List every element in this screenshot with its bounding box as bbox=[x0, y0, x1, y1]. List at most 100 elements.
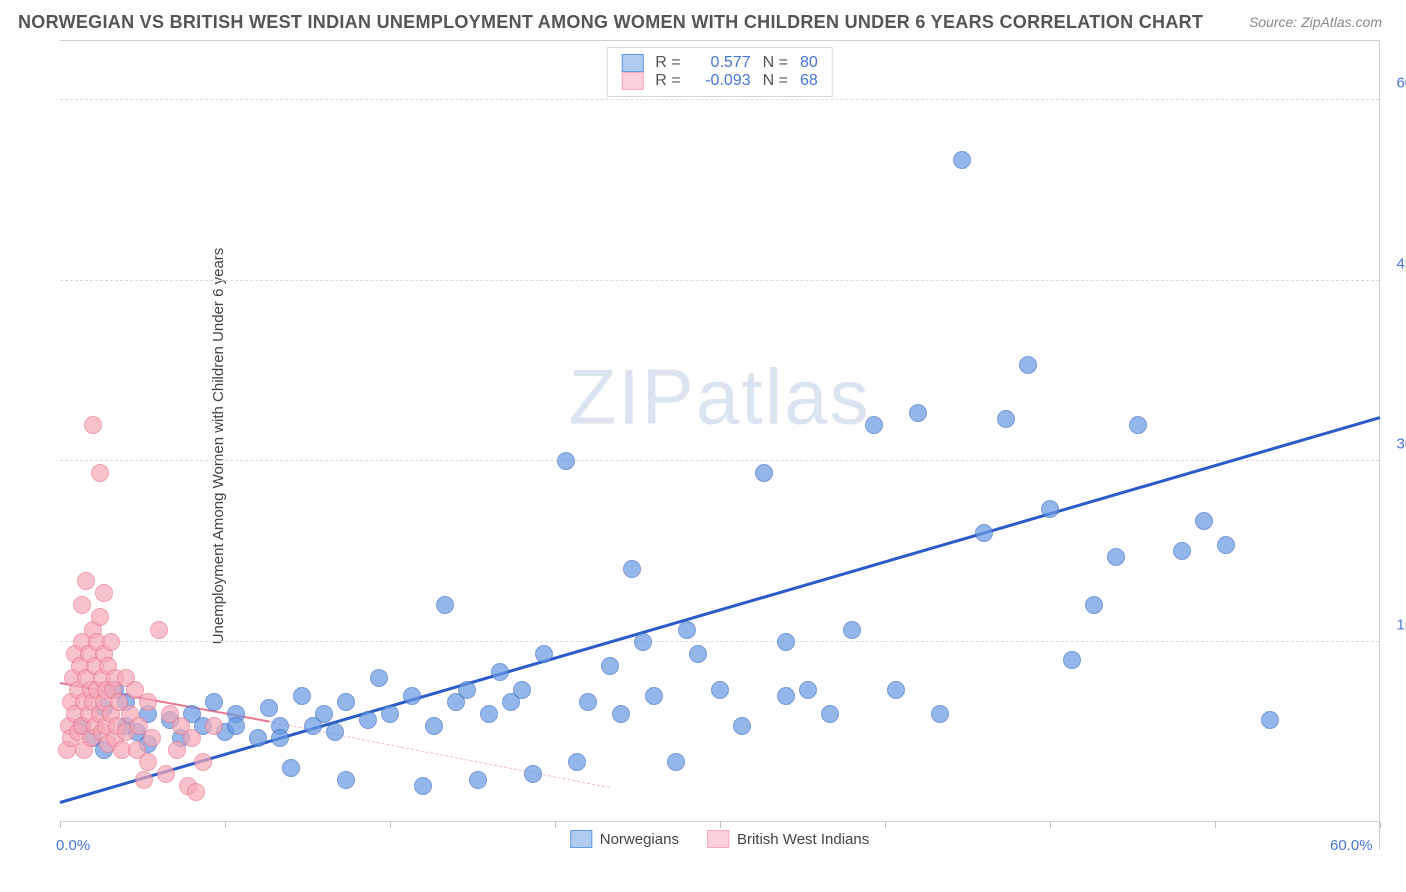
data-point bbox=[150, 621, 168, 639]
data-point bbox=[282, 759, 300, 777]
legend-swatch bbox=[621, 54, 643, 72]
data-point bbox=[1261, 711, 1279, 729]
legend-row: R =0.577N =80 bbox=[621, 54, 817, 72]
data-point bbox=[601, 657, 619, 675]
data-point bbox=[1173, 542, 1191, 560]
x-tick bbox=[60, 822, 61, 828]
legend-item: British West Indians bbox=[707, 830, 869, 848]
data-point bbox=[1195, 512, 1213, 530]
data-point bbox=[777, 633, 795, 651]
data-point bbox=[953, 151, 971, 169]
x-tick bbox=[1380, 822, 1381, 828]
legend-label: British West Indians bbox=[737, 831, 869, 848]
x-tick bbox=[885, 822, 886, 828]
data-point bbox=[139, 753, 157, 771]
data-point bbox=[997, 410, 1015, 428]
y-tick-label: 45.0% bbox=[1396, 255, 1406, 272]
data-point bbox=[579, 693, 597, 711]
data-point bbox=[139, 693, 157, 711]
data-point bbox=[205, 717, 223, 735]
data-point bbox=[135, 771, 153, 789]
data-point bbox=[1019, 356, 1037, 374]
data-point bbox=[414, 777, 432, 795]
data-point bbox=[194, 753, 212, 771]
data-point bbox=[777, 687, 795, 705]
data-point bbox=[887, 681, 905, 699]
data-point bbox=[645, 687, 663, 705]
data-point bbox=[77, 572, 95, 590]
plot-region bbox=[60, 41, 1379, 822]
data-point bbox=[227, 717, 245, 735]
n-label: N = bbox=[763, 72, 788, 90]
data-point bbox=[1129, 416, 1147, 434]
data-point bbox=[337, 693, 355, 711]
data-point bbox=[168, 741, 186, 759]
data-point bbox=[678, 621, 696, 639]
data-point bbox=[1085, 596, 1103, 614]
data-point bbox=[1063, 651, 1081, 669]
data-point bbox=[183, 729, 201, 747]
data-point bbox=[689, 645, 707, 663]
x-tick bbox=[1050, 822, 1051, 828]
data-point bbox=[711, 681, 729, 699]
data-point bbox=[157, 765, 175, 783]
legend-swatch bbox=[621, 72, 643, 90]
data-point bbox=[491, 663, 509, 681]
r-value: -0.093 bbox=[693, 72, 751, 90]
chart-title: NORWEGIAN VS BRITISH WEST INDIAN UNEMPLO… bbox=[18, 12, 1203, 33]
data-point bbox=[337, 771, 355, 789]
legend-item: Norwegians bbox=[570, 830, 679, 848]
series-legend: Norwegians British West Indians bbox=[570, 830, 870, 848]
x-tick bbox=[390, 822, 391, 828]
data-point bbox=[187, 783, 205, 801]
data-point bbox=[403, 687, 421, 705]
data-point bbox=[480, 705, 498, 723]
x-tick bbox=[720, 822, 721, 828]
legend-swatch bbox=[570, 830, 592, 848]
data-point bbox=[513, 681, 531, 699]
data-point bbox=[931, 705, 949, 723]
data-point bbox=[865, 416, 883, 434]
n-value: 80 bbox=[800, 54, 818, 72]
n-label: N = bbox=[763, 54, 788, 72]
data-point bbox=[425, 717, 443, 735]
x-tick-label: 60.0% bbox=[1330, 837, 1373, 854]
data-point bbox=[143, 729, 161, 747]
x-tick bbox=[225, 822, 226, 828]
data-point bbox=[1107, 548, 1125, 566]
data-point bbox=[260, 699, 278, 717]
legend-swatch bbox=[707, 830, 729, 848]
x-tick bbox=[555, 822, 556, 828]
y-tick-label: 60.0% bbox=[1396, 75, 1406, 92]
data-point bbox=[95, 584, 113, 602]
data-point bbox=[315, 705, 333, 723]
n-value: 68 bbox=[800, 72, 818, 90]
data-point bbox=[359, 711, 377, 729]
data-point bbox=[667, 753, 685, 771]
source-label: Source: ZipAtlas.com bbox=[1249, 14, 1382, 30]
data-point bbox=[326, 723, 344, 741]
data-point bbox=[102, 633, 120, 651]
data-point bbox=[634, 633, 652, 651]
data-point bbox=[249, 729, 267, 747]
data-point bbox=[370, 669, 388, 687]
legend-label: Norwegians bbox=[600, 831, 679, 848]
data-point bbox=[535, 645, 553, 663]
data-point bbox=[975, 524, 993, 542]
data-point bbox=[469, 771, 487, 789]
data-point bbox=[73, 596, 91, 614]
correlation-legend: R =0.577N =80R =-0.093N =68 bbox=[606, 47, 832, 97]
y-tick-label: 30.0% bbox=[1396, 436, 1406, 453]
data-point bbox=[568, 753, 586, 771]
data-point bbox=[84, 416, 102, 434]
r-value: 0.577 bbox=[693, 54, 751, 72]
data-point bbox=[1217, 536, 1235, 554]
data-point bbox=[755, 464, 773, 482]
data-point bbox=[91, 464, 109, 482]
data-point bbox=[821, 705, 839, 723]
x-tick-label: 0.0% bbox=[56, 837, 90, 854]
data-point bbox=[733, 717, 751, 735]
data-point bbox=[909, 404, 927, 422]
data-point bbox=[293, 687, 311, 705]
data-point bbox=[557, 452, 575, 470]
